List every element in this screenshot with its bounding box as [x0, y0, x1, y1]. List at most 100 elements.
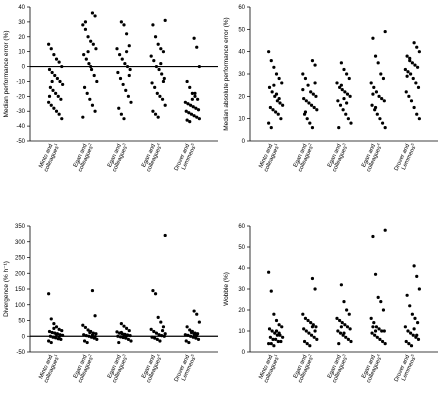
data-point-4-3-6	[338, 318, 342, 323]
data-point-1-1-16	[56, 94, 60, 98]
data-point-2-1-6	[280, 81, 284, 85]
data-point-2-3-13	[341, 108, 345, 112]
data-point-3-3-16	[129, 339, 133, 343]
data-point-2-2-18	[310, 126, 315, 130]
data-point-2-5-21	[405, 74, 409, 78]
data-point-4-3-7	[340, 321, 344, 325]
data-point-2-1-4	[274, 72, 279, 76]
data-point-2-4-20	[373, 105, 378, 110]
data-point-2-4-13	[370, 103, 374, 107]
data-point-2-3-7	[340, 88, 344, 92]
data-point-1-2-18	[90, 103, 95, 107]
data-point-4-5-5	[408, 304, 412, 308]
data-point-2-5-1	[412, 41, 416, 45]
data-point-3-3-4	[127, 328, 131, 333]
data-point-4-5-16	[407, 342, 411, 346]
data-point-3-1-5	[57, 327, 61, 331]
data-point-3-5-16	[187, 340, 191, 345]
data-point-4-5-17	[409, 344, 414, 348]
data-point-3-3-13	[121, 335, 125, 340]
data-point-4-3-14	[344, 335, 348, 339]
data-point-2-3-15	[346, 117, 350, 121]
data-point-1-1-15	[54, 91, 58, 95]
data-point-4-2-16	[305, 342, 309, 346]
data-point-4-4-15	[375, 335, 379, 339]
data-point-1-3-21	[127, 73, 131, 78]
data-point-1-2-13	[92, 73, 96, 78]
y-tick-label: 200	[15, 271, 26, 277]
data-point-1-3-6	[118, 53, 122, 57]
data-point-4-4-5	[379, 300, 383, 304]
data-point-2-1-21	[274, 92, 279, 96]
y-tick-label: 0	[22, 65, 26, 71]
data-point-4-4-20	[373, 329, 378, 333]
data-point-4-4-1	[383, 228, 387, 232]
data-point-1-3-19	[122, 117, 126, 121]
data-point-1-1-5	[57, 60, 61, 64]
data-point-3-5-11	[189, 334, 193, 338]
y-tick-label: 20	[238, 94, 245, 100]
data-point-4-4-6	[381, 308, 386, 312]
data-point-4-1-20	[272, 344, 276, 348]
data-point-3-5-18	[192, 332, 196, 336]
data-point-1-2-4	[83, 27, 88, 31]
data-point-1-4-23	[161, 79, 166, 84]
data-point-3-4-9	[154, 331, 159, 335]
data-point-2-1-19	[269, 126, 273, 130]
data-point-3-3-11	[116, 334, 120, 338]
data-point-1-4-3	[153, 35, 158, 39]
data-point-4-4-17	[380, 339, 385, 344]
data-point-2-1-11	[278, 101, 282, 105]
data-point-1-1-12	[61, 82, 65, 87]
data-point-1-2-1	[90, 11, 95, 15]
data-point-1-2-14	[95, 79, 99, 84]
data-point-4-1-9	[273, 331, 277, 335]
data-point-4-1-21	[274, 329, 279, 333]
data-point-3-4-2	[151, 288, 155, 293]
data-point-3-5-13	[194, 336, 198, 340]
data-point-4-4-8	[372, 321, 376, 325]
data-point-1-1-19	[49, 103, 53, 107]
data-point-1-4-9	[154, 64, 159, 69]
data-point-3-2-8	[94, 332, 98, 336]
data-point-1-1-18	[47, 100, 51, 104]
data-point-3-5-15	[184, 339, 188, 343]
data-point-3-2-4	[83, 325, 88, 330]
data-point-1-2-20	[81, 115, 85, 119]
y-tick-label: -30	[16, 109, 25, 115]
data-point-1-4-20	[153, 112, 158, 116]
data-point-2-2-14	[315, 108, 319, 112]
data-point-1-5-10	[186, 102, 190, 106]
y-tick-label: -50	[16, 350, 25, 356]
data-point-2-5-10	[406, 70, 410, 74]
data-point-3-1-15	[54, 336, 58, 340]
data-point-2-1-12	[281, 103, 285, 107]
data-point-1-3-17	[117, 106, 121, 110]
data-point-3-4-4	[156, 315, 160, 319]
data-point-1-5-14	[196, 108, 201, 112]
data-point-1-2-10	[84, 57, 88, 61]
data-point-4-3-11	[336, 329, 340, 333]
data-point-4-3-8	[343, 323, 347, 327]
data-point-1-1-6	[60, 64, 64, 69]
data-point-4-1-13	[268, 335, 272, 339]
data-point-2-5-7	[413, 63, 417, 67]
data-point-4-4-10	[377, 327, 381, 331]
data-point-4-5-12	[411, 333, 415, 337]
data-point-1-4-19	[151, 109, 155, 113]
data-point-2-2-4	[303, 76, 308, 81]
data-point-3-4-3	[153, 292, 158, 296]
data-point-2-3-10	[348, 94, 352, 98]
data-point-3-3-1	[119, 322, 123, 326]
data-point-3-1-6	[60, 328, 64, 333]
y-tick-label: 10	[238, 117, 245, 123]
data-point-4-4-11	[380, 329, 384, 333]
data-point-1-3-1	[119, 20, 123, 24]
data-point-2-1-15	[274, 110, 278, 114]
data-point-4-4-18	[383, 342, 387, 346]
y-tick-label: 50	[18, 319, 25, 325]
data-point-4-5-10	[406, 329, 410, 333]
data-point-4-5-11	[409, 331, 413, 335]
data-point-4-5-4	[405, 293, 409, 297]
